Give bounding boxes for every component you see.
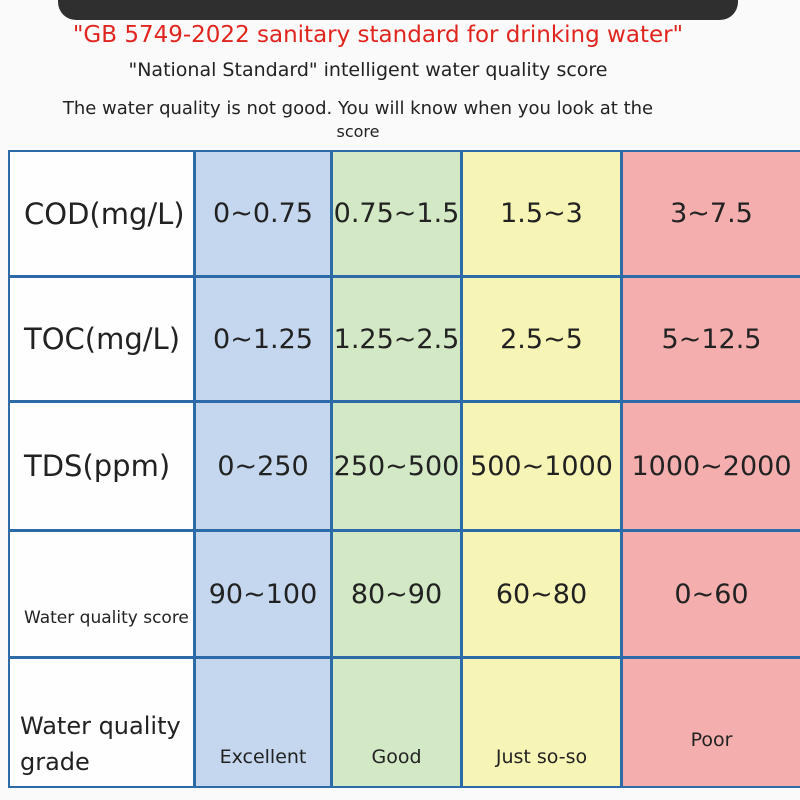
toc-good-range: 1.25~2.5	[333, 278, 460, 400]
score-subtitle: "National Standard" intelligent water qu…	[128, 59, 608, 81]
row-label-grade: Water quality grade	[10, 659, 193, 786]
toc-fair-range: 2.5~5	[463, 278, 620, 400]
score-fair-range: 60~80	[463, 532, 620, 656]
water-quality-table: COD(mg/L) 0~0.75 0.75~1.5 1.5~3 3~7.5 TO…	[8, 150, 800, 788]
grade-poor: Poor	[623, 659, 800, 786]
score-note: The water quality is not good. You will …	[0, 96, 716, 143]
tds-good-range: 250~500	[333, 403, 460, 529]
cod-poor-range: 3~7.5	[623, 152, 800, 275]
score-note-line-2: score	[336, 122, 380, 141]
score-excellent-range: 90~100	[196, 532, 330, 656]
row-label-cod: COD(mg/L)	[10, 152, 193, 275]
score-poor-range: 0~60	[623, 532, 800, 656]
score-note-line-1: The water quality is not good. You will …	[62, 98, 654, 119]
device-bezel	[58, 0, 738, 20]
grade-just-so-so: Just so-so	[463, 659, 620, 786]
standard-title: "GB 5749-2022 sanitary standard for drin…	[72, 22, 684, 48]
cod-good-range: 0.75~1.5	[333, 152, 460, 275]
row-label-score: Water quality score	[10, 532, 193, 656]
tds-fair-range: 500~1000	[463, 403, 620, 529]
grade-good: Good	[333, 659, 460, 786]
cod-fair-range: 1.5~3	[463, 152, 620, 275]
toc-excellent-range: 0~1.25	[196, 278, 330, 400]
cod-excellent-range: 0~0.75	[196, 152, 330, 275]
tds-poor-range: 1000~2000	[623, 403, 800, 529]
row-label-toc: TOC(mg/L)	[10, 278, 193, 400]
grade-excellent: Excellent	[196, 659, 330, 786]
row-label-tds: TDS(ppm)	[10, 403, 193, 529]
toc-poor-range: 5~12.5	[623, 278, 800, 400]
score-good-range: 80~90	[333, 532, 460, 656]
tds-excellent-range: 0~250	[196, 403, 330, 529]
